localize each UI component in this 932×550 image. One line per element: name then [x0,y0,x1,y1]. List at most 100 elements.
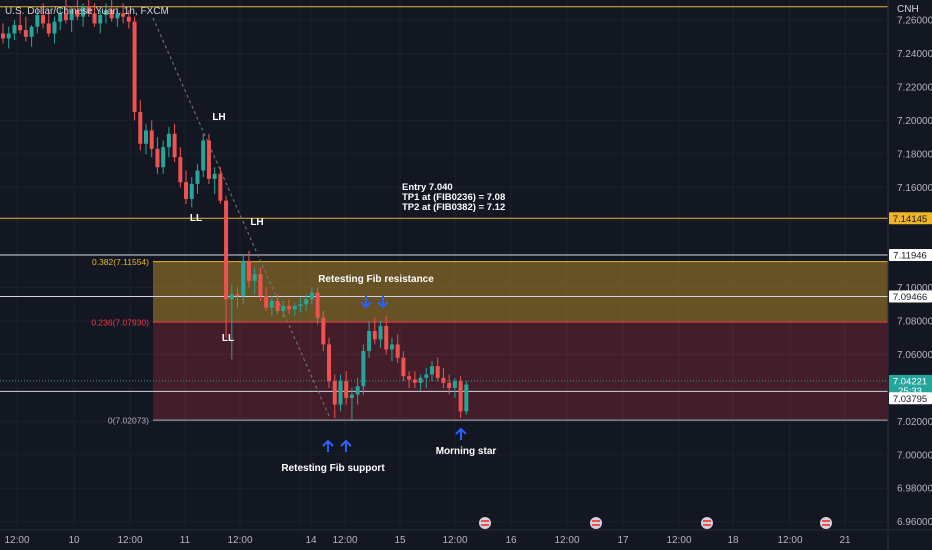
candle-up[interactable] [201,140,206,171]
us-flag-icon[interactable] [590,517,602,529]
candle-down[interactable] [126,16,131,22]
candle-up[interactable] [35,15,40,27]
us-flag-icon[interactable] [820,517,832,529]
candle-down[interactable] [321,317,326,345]
candle-down[interactable] [206,140,211,179]
candle-down[interactable] [287,305,291,310]
candle-up[interactable] [355,386,360,395]
candle-down[interactable] [344,381,349,398]
candle-down[interactable] [327,344,332,382]
currency-label: CNH [897,4,919,15]
candle-down[interactable] [401,357,406,377]
candle-down[interactable] [178,157,183,183]
candle-down[interactable] [224,200,229,300]
candle-up[interactable] [269,300,274,308]
candle-up[interactable] [338,381,343,405]
candle-up[interactable] [115,13,120,19]
candle-up[interactable] [98,15,103,24]
y-tick-label: 7.24000 [897,49,932,60]
candle-up[interactable] [367,331,372,352]
candle-up[interactable] [281,305,286,311]
arrow-up-icon [455,427,467,440]
candle-down[interactable] [132,21,137,113]
candle-down[interactable] [63,13,68,21]
candle-up[interactable] [81,6,86,17]
candle-down[interactable] [412,379,417,383]
candle-up[interactable] [241,260,246,296]
candle-up[interactable] [298,304,303,306]
fibonacci-retracement[interactable]: 0.382(7.11554) 0.236(7.07930) 0(7.02073) [91,257,888,426]
candle-down[interactable] [184,182,189,199]
us-flag-icon[interactable] [701,517,713,529]
candle-up[interactable] [144,130,148,144]
candle-down[interactable] [18,25,23,31]
candle-down[interactable] [315,292,320,318]
candle-down[interactable] [435,366,440,378]
candle-down[interactable] [246,260,251,281]
candle-down[interactable] [407,376,412,380]
candle-down[interactable] [86,6,91,14]
candle-up[interactable] [189,183,194,199]
candle-up[interactable] [309,292,314,300]
arrow-down-icon [360,296,372,309]
candle-up[interactable] [229,294,234,300]
price-label-text: 7.03795 [893,394,927,405]
candle-up[interactable] [361,351,366,387]
candle-up[interactable] [424,374,429,378]
candle-down[interactable] [41,15,46,24]
candle-down[interactable] [121,13,126,17]
candle-down[interactable] [395,344,400,358]
candle-up[interactable] [69,10,74,21]
fib-trend-line[interactable] [152,17,331,419]
candle-up[interactable] [161,147,166,168]
fib-level-label: 0.382(7.11554) [92,257,149,267]
candle-up[interactable] [378,326,383,340]
arrows [322,296,467,452]
candle-down[interactable] [1,33,5,39]
candle-down[interactable] [149,130,154,149]
candle-up[interactable] [349,394,354,398]
candle-up[interactable] [252,274,257,281]
candle-up[interactable] [212,173,217,179]
candle-up[interactable] [464,384,469,412]
candle-up[interactable] [292,305,297,310]
candle-down[interactable] [372,331,377,340]
candle-up[interactable] [6,33,11,39]
candle-down[interactable] [275,300,280,311]
candle-down[interactable] [172,133,177,158]
candle-down[interactable] [384,326,389,350]
event-flags[interactable] [479,517,832,529]
candle-down[interactable] [92,13,97,24]
candle-up[interactable] [166,133,171,148]
candle-down[interactable] [447,382,452,388]
candle-up[interactable] [389,344,394,350]
candle-up[interactable] [52,21,57,34]
candle-down[interactable] [109,10,114,19]
candle-up[interactable] [452,381,457,388]
candle-up[interactable] [58,13,63,22]
candle-up[interactable] [195,170,200,184]
candle-up[interactable] [12,25,17,34]
candle-down[interactable] [441,377,446,383]
candle-down[interactable] [138,112,143,144]
candle-down[interactable] [458,381,463,412]
candle-down[interactable] [23,30,28,37]
candle-down[interactable] [46,23,51,34]
candle-up[interactable] [304,299,309,305]
candle-down[interactable] [264,295,269,308]
candle-down[interactable] [218,173,223,201]
candle-up[interactable] [418,377,423,383]
candle-up[interactable] [29,26,34,37]
candle-down[interactable] [155,148,160,168]
candle-down[interactable] [258,274,263,296]
y-tick-label: 7.26000 [897,16,932,27]
candle-down[interactable] [332,381,337,405]
candle-up[interactable] [430,366,434,375]
candle-up[interactable] [103,10,108,16]
candles[interactable] [1,0,469,420]
candle-down[interactable] [75,10,80,17]
us-flag-icon[interactable] [479,517,491,529]
candle-down[interactable] [235,294,240,296]
time-axis[interactable]: 12:00 10 12:00 11 12:00 14 12:00 15 12:00 16 12:00… [4,535,851,546]
